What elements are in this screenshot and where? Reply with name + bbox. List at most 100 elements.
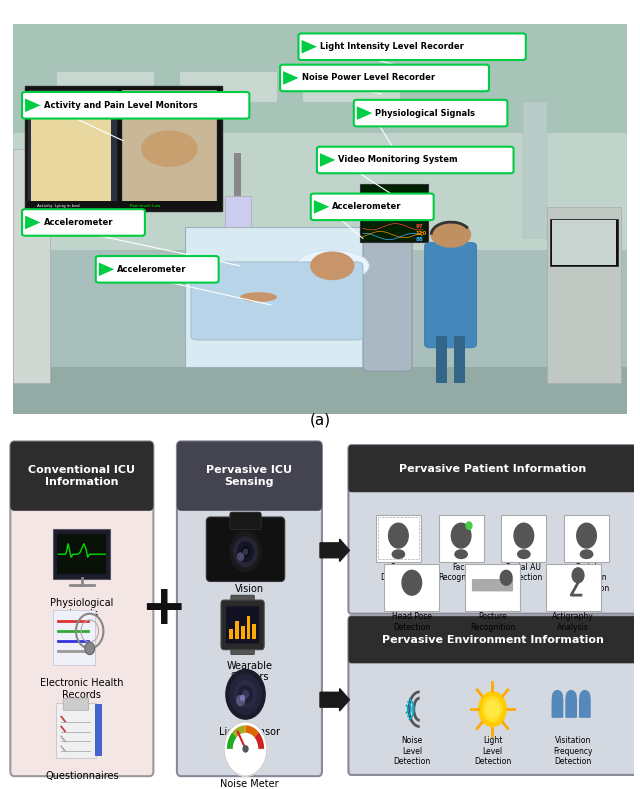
Circle shape: [514, 523, 534, 548]
Text: Noise Meter: Noise Meter: [220, 779, 279, 789]
Polygon shape: [227, 732, 237, 749]
Circle shape: [237, 542, 253, 562]
Circle shape: [230, 532, 261, 571]
Text: Accelerometer: Accelerometer: [44, 218, 113, 227]
FancyBboxPatch shape: [63, 698, 89, 710]
FancyBboxPatch shape: [122, 90, 217, 209]
FancyBboxPatch shape: [230, 512, 261, 529]
Text: Light Intensity Level Recorder: Light Intensity Level Recorder: [320, 43, 464, 51]
Polygon shape: [314, 200, 329, 214]
Polygon shape: [25, 215, 40, 230]
FancyBboxPatch shape: [348, 616, 637, 664]
FancyBboxPatch shape: [348, 616, 637, 775]
Ellipse shape: [296, 250, 369, 282]
Circle shape: [234, 537, 257, 567]
Text: Face
Detection: Face Detection: [380, 563, 417, 582]
Ellipse shape: [240, 292, 277, 302]
FancyBboxPatch shape: [564, 514, 609, 562]
Circle shape: [237, 553, 244, 560]
Text: Accelerometer: Accelerometer: [117, 265, 187, 274]
Text: Pervasive ICU
Sensing: Pervasive ICU Sensing: [207, 465, 292, 488]
FancyBboxPatch shape: [351, 640, 634, 660]
Text: Activity and Pain Level Monitors: Activity and Pain Level Monitors: [44, 101, 197, 110]
FancyBboxPatch shape: [10, 441, 154, 510]
FancyBboxPatch shape: [424, 242, 477, 348]
Circle shape: [243, 690, 248, 698]
Circle shape: [431, 222, 470, 247]
Circle shape: [486, 701, 499, 718]
Ellipse shape: [517, 549, 531, 559]
FancyBboxPatch shape: [552, 698, 563, 718]
Circle shape: [243, 746, 248, 752]
FancyBboxPatch shape: [177, 441, 322, 776]
Text: Pain level: Low: Pain level: Low: [129, 204, 160, 208]
Circle shape: [239, 686, 252, 703]
FancyBboxPatch shape: [226, 606, 259, 644]
Polygon shape: [246, 725, 259, 738]
Circle shape: [388, 523, 408, 548]
FancyBboxPatch shape: [13, 148, 50, 383]
FancyBboxPatch shape: [438, 514, 484, 562]
Circle shape: [85, 642, 95, 655]
Circle shape: [142, 131, 197, 166]
Text: (a): (a): [309, 413, 331, 428]
Circle shape: [577, 523, 596, 548]
Circle shape: [466, 522, 472, 529]
FancyBboxPatch shape: [376, 514, 421, 562]
FancyBboxPatch shape: [25, 86, 221, 211]
Ellipse shape: [454, 549, 468, 559]
FancyBboxPatch shape: [13, 368, 627, 414]
FancyBboxPatch shape: [95, 705, 102, 757]
FancyBboxPatch shape: [241, 626, 244, 638]
Text: Posture
Recognition: Posture Recognition: [470, 612, 515, 632]
Circle shape: [235, 681, 256, 708]
Text: Noise
Level
Detection: Noise Level Detection: [393, 736, 431, 766]
Text: Accelerometer: Accelerometer: [332, 202, 402, 211]
FancyBboxPatch shape: [28, 200, 217, 209]
FancyBboxPatch shape: [229, 629, 233, 638]
FancyBboxPatch shape: [362, 185, 426, 241]
FancyBboxPatch shape: [579, 698, 591, 718]
Circle shape: [552, 690, 563, 703]
FancyBboxPatch shape: [235, 621, 239, 638]
FancyBboxPatch shape: [96, 256, 219, 282]
Circle shape: [479, 692, 506, 727]
Text: Pervasive Environment Information: Pervasive Environment Information: [381, 635, 604, 645]
FancyBboxPatch shape: [13, 24, 627, 133]
Text: Wearable
Sensors: Wearable Sensors: [227, 661, 273, 682]
FancyBboxPatch shape: [31, 94, 111, 208]
Polygon shape: [185, 226, 400, 368]
Text: Activity: Lying in bed: Activity: Lying in bed: [37, 204, 80, 208]
FancyBboxPatch shape: [221, 600, 264, 649]
Circle shape: [241, 696, 244, 701]
FancyBboxPatch shape: [234, 152, 241, 368]
Text: +: +: [140, 581, 186, 636]
Circle shape: [224, 722, 267, 776]
FancyBboxPatch shape: [348, 445, 637, 614]
Polygon shape: [320, 153, 335, 166]
FancyBboxPatch shape: [177, 441, 322, 510]
Ellipse shape: [580, 549, 593, 559]
Circle shape: [451, 523, 471, 548]
FancyBboxPatch shape: [546, 564, 600, 611]
Text: Light Sensor: Light Sensor: [219, 727, 280, 737]
Circle shape: [566, 690, 576, 703]
Text: Light
Level
Detection: Light Level Detection: [474, 736, 511, 766]
Circle shape: [500, 570, 512, 585]
FancyBboxPatch shape: [231, 640, 254, 655]
FancyBboxPatch shape: [28, 90, 117, 209]
FancyBboxPatch shape: [351, 469, 634, 488]
Text: Conventional ICU
Information: Conventional ICU Information: [28, 465, 136, 488]
FancyBboxPatch shape: [523, 102, 547, 238]
Circle shape: [242, 547, 250, 557]
Polygon shape: [283, 71, 298, 84]
FancyBboxPatch shape: [14, 476, 150, 506]
Text: 63: 63: [416, 216, 424, 222]
Text: Facial
Expression
Recognition: Facial Expression Recognition: [564, 563, 609, 593]
FancyBboxPatch shape: [565, 698, 577, 718]
FancyBboxPatch shape: [225, 196, 251, 226]
Text: Questionnaires: Questionnaires: [45, 771, 118, 781]
Circle shape: [237, 696, 244, 705]
Text: Video Monitoring System: Video Monitoring System: [339, 155, 458, 164]
Polygon shape: [301, 40, 317, 54]
